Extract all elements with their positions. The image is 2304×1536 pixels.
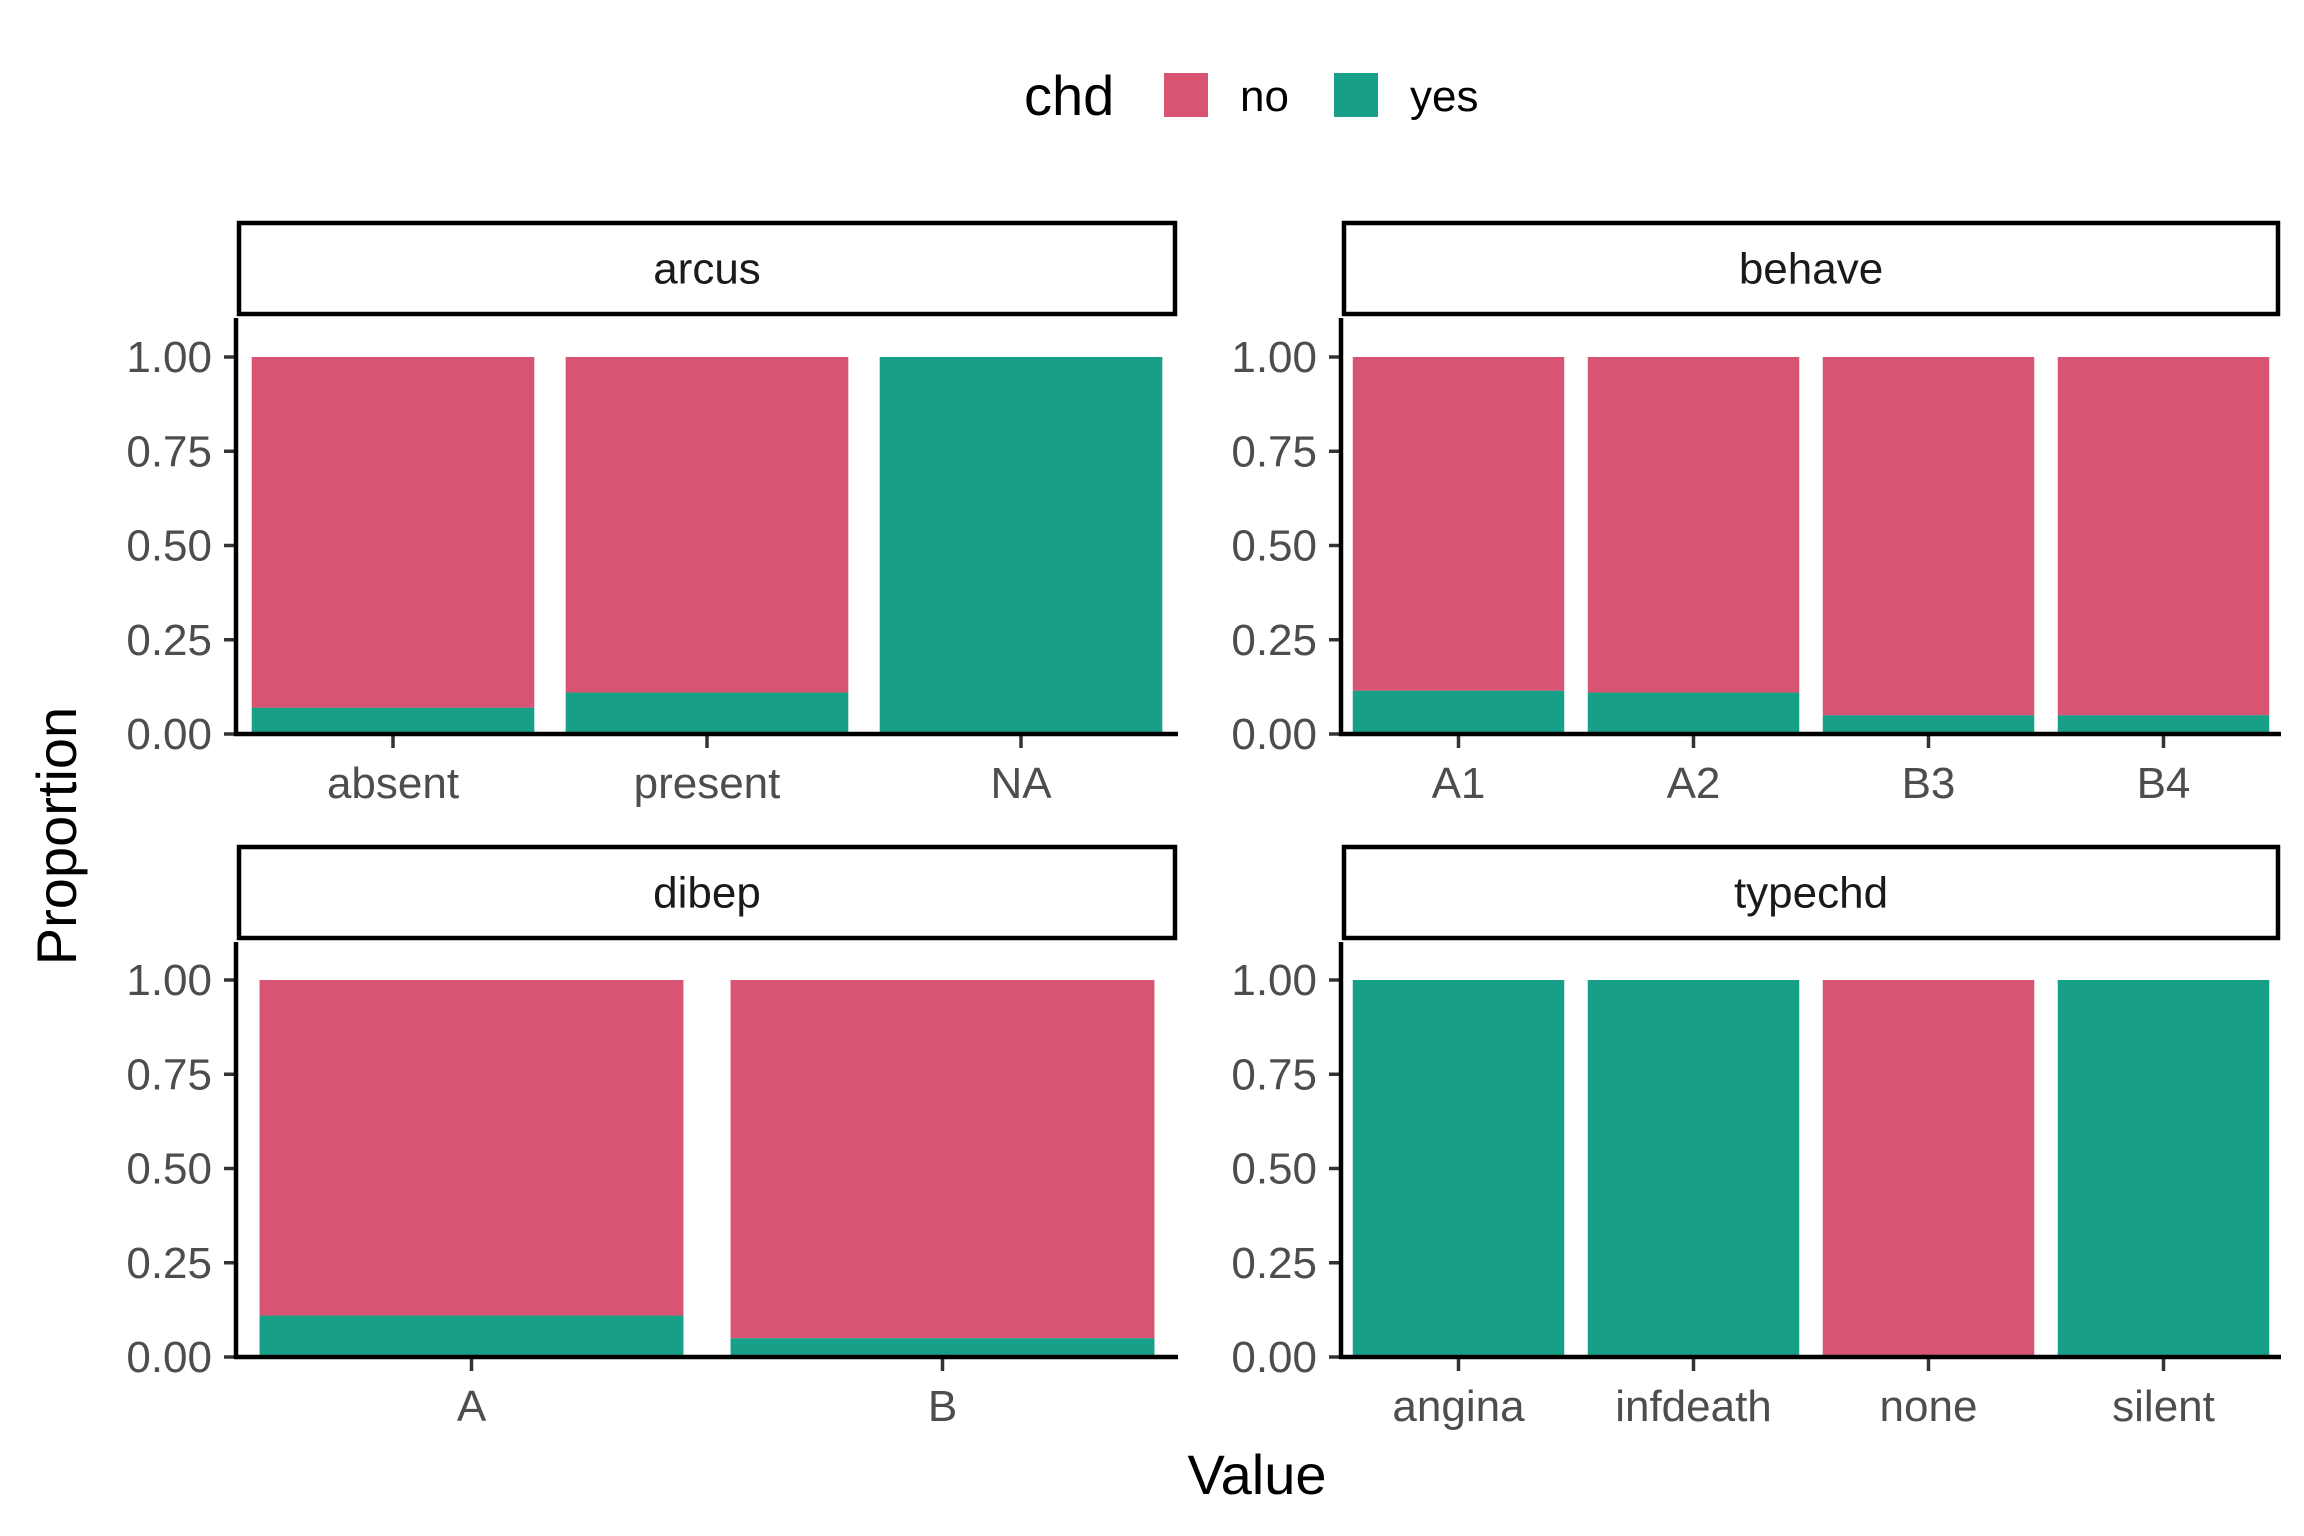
bar-behave-B3-yes <box>1822 715 2035 734</box>
bar-dibep-B-no <box>730 980 1155 1339</box>
y-tick-label-behave-0.50: 0.50 <box>1231 522 1317 571</box>
x-tick-label-dibep-B: B <box>928 1382 957 1431</box>
x-tick-label-behave-A1: A1 <box>1432 759 1486 808</box>
y-tick-label-typechd-0.00: 0.00 <box>1231 1333 1317 1382</box>
facet-strip-dibep <box>236 844 1178 941</box>
x-tick-label-typechd-silent: silent <box>2112 1382 2215 1431</box>
x-tick-label-arcus-absent: absent <box>327 759 459 808</box>
y-tick-label-typechd-1.00: 1.00 <box>1231 956 1317 1005</box>
x-tick-label-arcus-present: present <box>634 759 781 808</box>
facet-strip-label-behave: behave <box>1739 245 1883 294</box>
bar-dibep-A-no <box>259 980 684 1316</box>
y-tick-label-arcus-0.25: 0.25 <box>126 616 212 665</box>
legend-swatch-no <box>1164 73 1208 117</box>
bar-behave-B4-yes <box>2057 715 2270 734</box>
bar-behave-A2-yes <box>1587 692 1800 734</box>
legend-title: chd <box>1024 64 1114 127</box>
y-tick-label-arcus-0.75: 0.75 <box>126 427 212 476</box>
bar-behave-A1-yes <box>1352 690 1565 734</box>
legend-swatch-yes <box>1334 73 1378 117</box>
x-axis-title: Value <box>1187 1443 1326 1506</box>
y-tick-label-typechd-0.50: 0.50 <box>1231 1145 1317 1194</box>
y-tick-label-dibep-0.00: 0.00 <box>126 1333 212 1382</box>
legend-label-yes: yes <box>1410 72 1478 121</box>
bar-typechd-infdeath-yes <box>1587 980 1800 1357</box>
x-tick-label-arcus-NA: NA <box>990 759 1052 808</box>
y-tick-label-typechd-0.75: 0.75 <box>1231 1050 1317 1099</box>
facet-strip-label-arcus: arcus <box>653 245 761 294</box>
y-tick-label-arcus-0.50: 0.50 <box>126 522 212 571</box>
legend: chd no yes <box>1024 64 1478 127</box>
facet-strip-typechd <box>1341 844 2281 941</box>
y-tick-label-dibep-0.25: 0.25 <box>126 1239 212 1288</box>
panel-arcus: arcus absent present NA 0.00 0.25 0.50 0.75 1.00 <box>126 220 1178 808</box>
legend-label-no: no <box>1240 72 1289 121</box>
facet-strip-arcus <box>236 220 1178 317</box>
y-tick-label-behave-0.25: 0.25 <box>1231 616 1317 665</box>
bar-behave-B3-no <box>1822 357 2035 716</box>
y-axis-title: Proportion <box>25 707 88 965</box>
facet-strip-label-dibep: dibep <box>653 869 761 918</box>
x-tick-label-typechd-infdeath: infdeath <box>1615 1382 1772 1431</box>
bar-typechd-silent-yes <box>2057 980 2270 1357</box>
facet-strip-label-typechd: typechd <box>1734 869 1888 918</box>
x-tick-label-typechd-angina: angina <box>1392 1382 1525 1431</box>
bar-typechd-none-no <box>1822 980 2035 1357</box>
x-tick-label-typechd-none: none <box>1880 1382 1978 1431</box>
y-tick-label-dibep-0.50: 0.50 <box>126 1145 212 1194</box>
x-tick-label-behave-A2: A2 <box>1667 759 1721 808</box>
y-tick-label-dibep-0.75: 0.75 <box>126 1050 212 1099</box>
facet-strip-behave <box>1341 220 2281 317</box>
y-tick-label-behave-1.00: 1.00 <box>1231 333 1317 382</box>
bar-typechd-angina-yes <box>1352 980 1565 1357</box>
panel-dibep: dibep A B 0.00 0.25 0.50 0.75 1.00 <box>126 844 1178 1431</box>
panel-behave: behave A1 A2 B3 B4 0.00 0.25 0.50 0.75 1.00 <box>1231 220 2281 808</box>
bar-dibep-A-yes <box>259 1315 684 1357</box>
bar-behave-A2-no <box>1587 357 1800 693</box>
y-tick-label-arcus-0.00: 0.00 <box>126 710 212 759</box>
x-tick-label-behave-B3: B3 <box>1902 759 1956 808</box>
bar-behave-A1-no <box>1352 357 1565 691</box>
bar-arcus-NA-yes <box>879 357 1163 734</box>
x-tick-label-behave-B4: B4 <box>2137 759 2191 808</box>
y-tick-label-dibep-1.00: 1.00 <box>126 956 212 1005</box>
panel-typechd: typechd angina infdeath none silent 0.00 0.25 0… <box>1231 844 2281 1431</box>
bar-arcus-absent-no <box>251 357 535 708</box>
y-tick-label-typechd-0.25: 0.25 <box>1231 1239 1317 1288</box>
bar-arcus-present-yes <box>565 692 849 734</box>
x-tick-label-dibep-A: A <box>457 1382 487 1431</box>
y-tick-label-arcus-1.00: 1.00 <box>126 333 212 382</box>
y-tick-label-behave-0.75: 0.75 <box>1231 427 1317 476</box>
bar-arcus-absent-yes <box>251 707 535 734</box>
bar-arcus-present-no <box>565 357 849 693</box>
bar-behave-B4-no <box>2057 357 2270 716</box>
bar-dibep-B-yes <box>730 1338 1155 1357</box>
y-tick-label-behave-0.00: 0.00 <box>1231 710 1317 759</box>
